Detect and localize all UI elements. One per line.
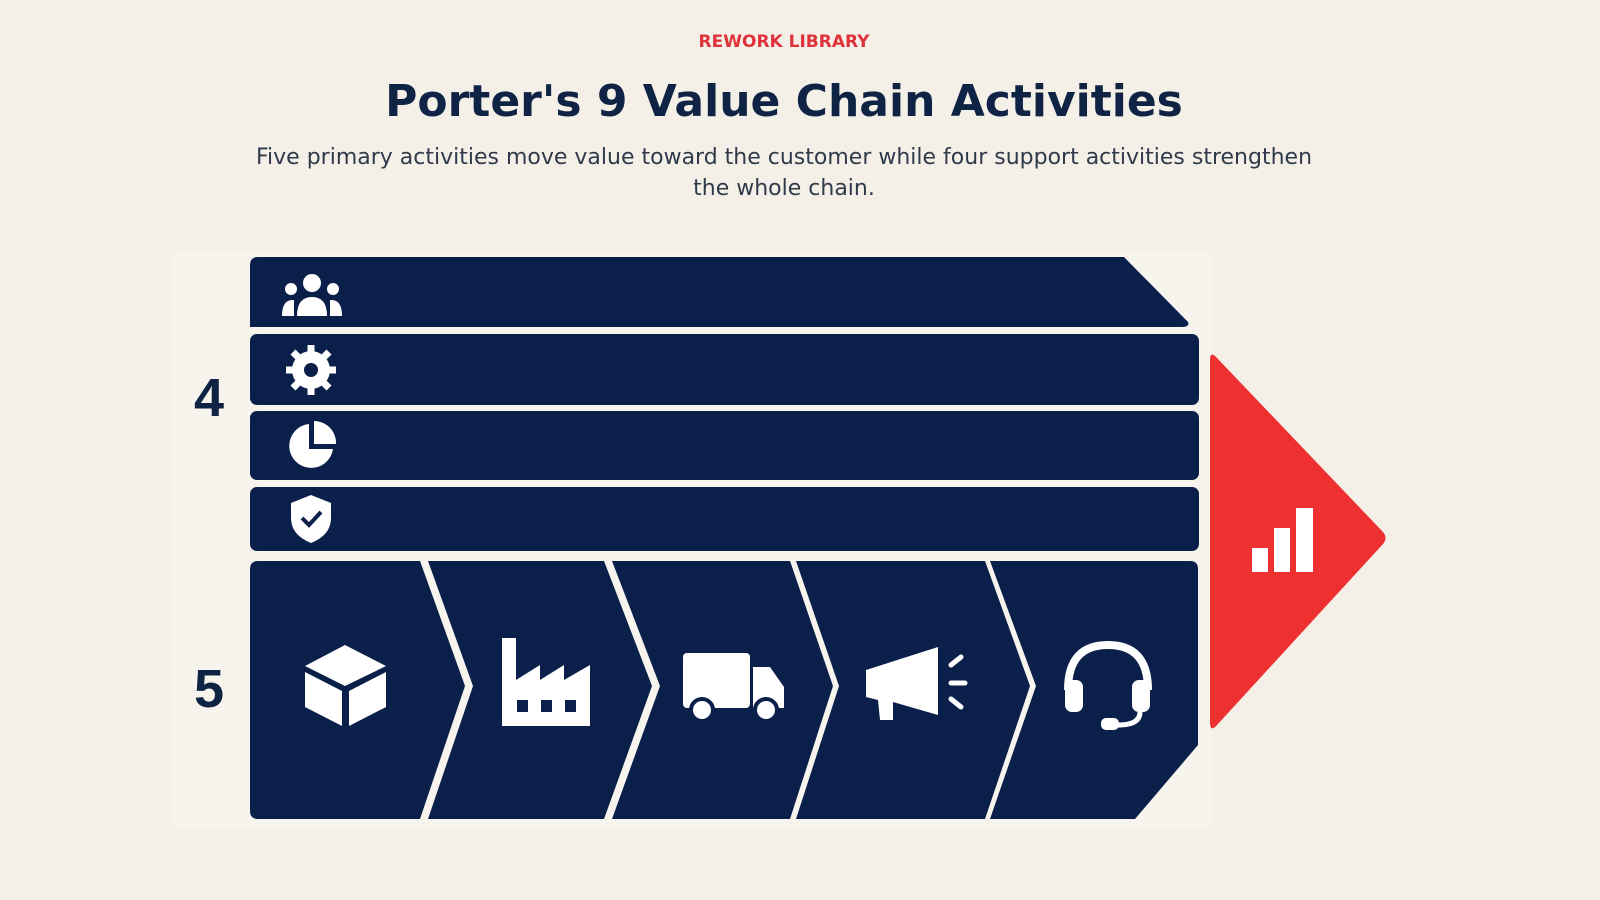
library-label: REWORK LIBRARY <box>698 32 870 52</box>
truck-icon <box>683 653 784 723</box>
page-title: Porter's 9 Value Chain Activities <box>385 76 1183 127</box>
primary-count: 5 <box>194 659 224 719</box>
support-bar <box>250 334 1199 405</box>
gear-icon <box>286 345 336 395</box>
primary-chevron <box>990 561 1198 819</box>
support-count: 4 <box>194 368 224 428</box>
margin-icon <box>1252 508 1313 572</box>
page-subtitle: Five primary activities move value towar… <box>255 145 1313 201</box>
support-bar <box>250 411 1199 480</box>
pie-icon <box>289 421 337 468</box>
primary-icons <box>305 638 1152 730</box>
shield-icon <box>291 495 331 543</box>
support-bar <box>250 257 1189 327</box>
headset-icon <box>1064 640 1152 730</box>
megaphone-icon <box>866 647 968 720</box>
support-icons <box>282 274 342 543</box>
factory-icon <box>502 638 590 726</box>
support-bar <box>250 487 1199 551</box>
people-icon <box>282 274 342 316</box>
box-icon <box>305 645 386 726</box>
support-bars <box>250 257 1199 551</box>
